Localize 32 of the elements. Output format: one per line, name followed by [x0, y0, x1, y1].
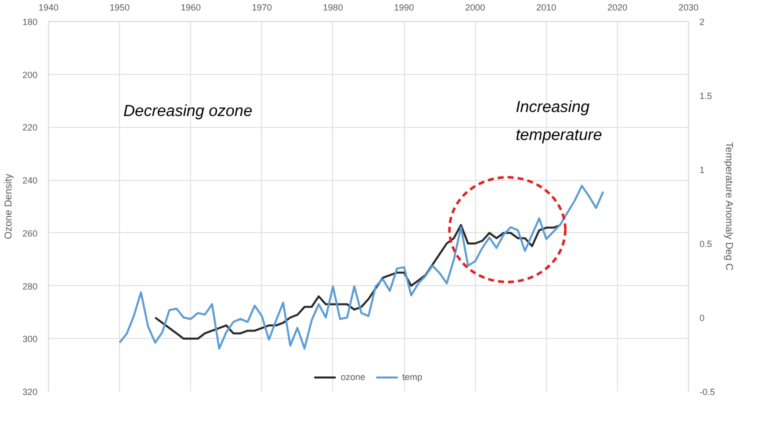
y-tick-label: 200: [22, 70, 38, 80]
y2-tick-label: 1: [700, 165, 705, 175]
y-tick-label: 260: [22, 228, 38, 238]
line-series: [154, 224, 562, 340]
x-tick-label: 2030: [678, 2, 699, 12]
y2-tick-label: -0.5: [700, 387, 716, 397]
annotation: Increasing temperature: [516, 99, 602, 144]
y-axis-title: Ozone Density: [3, 174, 14, 240]
x-tick-label: 1950: [110, 2, 130, 12]
y2-tick-label: 0.5: [700, 239, 712, 249]
y2-axis-title: Temperature Anomaly Deg C: [723, 142, 734, 270]
y-tick-label: 180: [22, 17, 38, 27]
x-tick-label: 1960: [180, 2, 201, 12]
y2-tick-label: 0: [700, 313, 705, 323]
y-tick-label: 240: [22, 176, 38, 186]
x-tick-label: 1980: [322, 2, 343, 12]
y2-tick-label: 1.5: [700, 91, 712, 101]
legend-label: ozone: [340, 372, 366, 382]
legend-label: temp: [402, 372, 422, 382]
y-tick-label: 280: [22, 281, 38, 292]
y2-tick-label: 2: [700, 17, 705, 27]
x-tick-label: 1990: [394, 2, 414, 12]
annotation: Decreasing ozone: [123, 102, 252, 120]
x-tick-label: 2020: [607, 2, 628, 12]
y-tick-label: 220: [22, 122, 38, 133]
x-tick-label: 1970: [252, 2, 272, 12]
x-tick-label: 1940: [38, 2, 59, 12]
x-tick-label: 2010: [536, 2, 556, 12]
y-tick-label: 300: [22, 334, 38, 344]
line-series: [118, 184, 604, 350]
y-tick-label: 320: [22, 387, 38, 397]
x-tick-label: 2000: [465, 2, 486, 12]
